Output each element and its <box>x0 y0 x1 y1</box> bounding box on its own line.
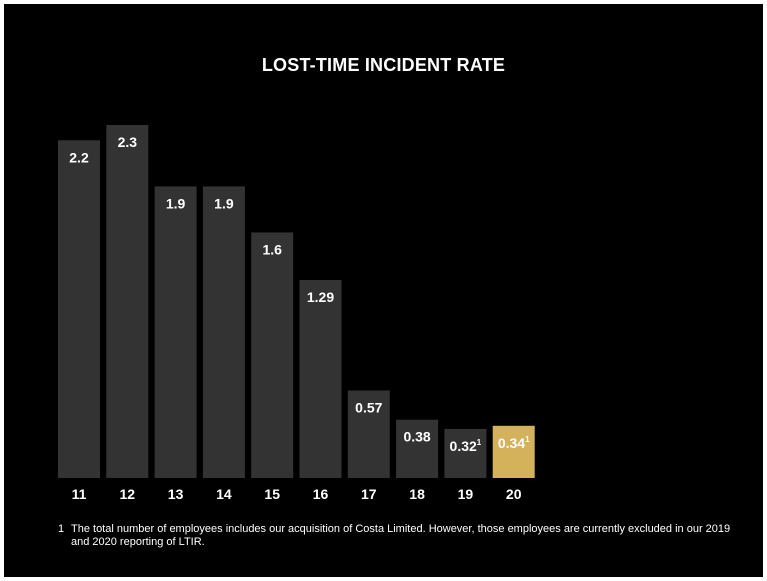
bar-20 <box>492 425 535 478</box>
bar-18 <box>396 419 439 478</box>
bar-value-label: 1.9 <box>166 195 186 211</box>
bar-value-label: 0.38 <box>403 429 430 445</box>
bar-value-label: 1.29 <box>307 289 334 305</box>
footnote-text: The total number of employees includes o… <box>71 523 731 548</box>
bar-value-label: 0.321 <box>450 438 482 454</box>
x-tick-label: 13 <box>168 486 184 502</box>
bar-14 <box>202 186 245 478</box>
footnote-marker: 1 <box>525 435 530 444</box>
x-tick-label: 20 <box>506 486 522 502</box>
bar-11 <box>58 140 100 479</box>
bar-12 <box>106 125 149 478</box>
bar-value-label: 1.9 <box>214 195 234 211</box>
bar-value-label: 2.3 <box>118 134 138 150</box>
x-tick-label: 19 <box>458 486 474 502</box>
bar-value-label: 1.6 <box>262 241 282 257</box>
footnote-number: 1 <box>58 523 65 535</box>
bar-value-label: 0.57 <box>355 400 382 416</box>
bar-value-label: 2.2 <box>69 149 89 165</box>
bar-17 <box>347 390 390 478</box>
bar-19 <box>444 428 487 478</box>
x-tick-label: 12 <box>120 486 136 502</box>
chart-title: LOST-TIME INCIDENT RATE <box>261 55 506 75</box>
bar-16 <box>299 280 342 478</box>
x-tick-label: 18 <box>409 486 425 502</box>
bar-13 <box>154 186 197 478</box>
x-tick-label: 17 <box>361 486 377 502</box>
footnote-marker: 1 <box>477 438 482 447</box>
x-tick-label: 11 <box>72 486 87 502</box>
x-tick-label: 14 <box>216 486 232 502</box>
x-tick-label: 15 <box>264 486 280 502</box>
bar-value-label: 0.341 <box>498 435 530 451</box>
bar-15 <box>251 232 294 478</box>
x-tick-label: 16 <box>313 486 329 502</box>
